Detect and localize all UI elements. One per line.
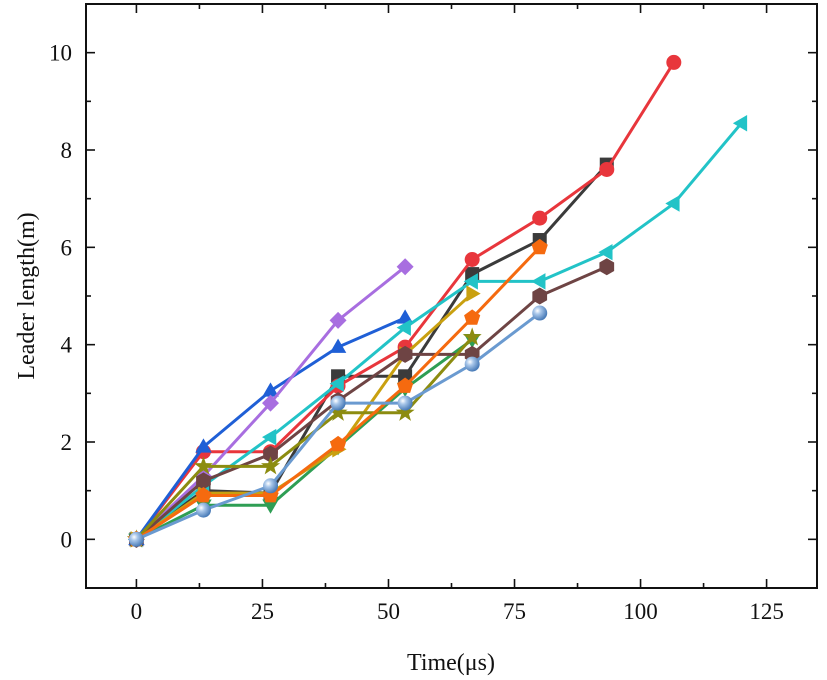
- series-orange-pentagon: [128, 238, 548, 547]
- marker-triangle-left: [463, 273, 478, 290]
- marker-sphere: [195, 502, 211, 518]
- marker-star: [328, 402, 348, 421]
- marker-sphere: [397, 395, 413, 411]
- marker-triangle-left: [262, 428, 277, 446]
- marker-triangle-up: [262, 382, 279, 397]
- marker-triangle-up: [195, 438, 212, 453]
- y-axis-label: Leader length(m): [14, 212, 40, 379]
- marker-pentagon: [329, 435, 347, 452]
- marker-star: [395, 402, 415, 421]
- marker-hexagon: [532, 287, 548, 305]
- marker-hexagon: [599, 258, 615, 276]
- series-line: [135, 265, 608, 541]
- marker-circle: [464, 252, 480, 267]
- marker-triangle-left: [665, 195, 680, 212]
- x-tick-label: 50: [377, 599, 400, 624]
- marker-triangle-left: [396, 319, 411, 336]
- marker-star: [261, 456, 281, 475]
- y-tick-label: 0: [61, 527, 73, 552]
- marker-diamond: [396, 258, 414, 276]
- marker-triangle-left: [598, 243, 613, 261]
- marker-triangle-down: [262, 499, 279, 514]
- marker-sphere: [464, 356, 480, 372]
- marker-hexagon: [397, 345, 413, 363]
- y-tick-label: 4: [61, 333, 73, 358]
- marker-diamond: [329, 311, 347, 329]
- marker-triangle-up: [396, 309, 414, 324]
- x-tick-label: 125: [749, 599, 784, 624]
- axis-ticks: [86, 4, 817, 588]
- series-lightblue-sphere: [128, 305, 548, 547]
- marker-star: [193, 456, 213, 475]
- series-layer: [126, 54, 748, 548]
- x-tick-label: 75: [503, 599, 526, 624]
- y-tick-label: 8: [61, 138, 73, 163]
- x-tick-label: 25: [251, 599, 274, 624]
- marker-sphere: [532, 305, 548, 321]
- series-line: [135, 338, 474, 541]
- series-line: [135, 122, 743, 541]
- marker-hexagon: [263, 445, 278, 463]
- marker-pentagon: [531, 238, 548, 255]
- tick-labels: 0 25 50 75 100 125 0 2 4 6 8 10: [49, 41, 784, 624]
- marker-diamond: [262, 394, 280, 412]
- y-tick-label: 10: [49, 41, 72, 66]
- y-tick-label: 6: [61, 235, 73, 260]
- marker-pentagon: [195, 487, 212, 503]
- marker-pentagon: [397, 377, 414, 393]
- marker-circle: [666, 54, 682, 70]
- marker-sphere: [128, 531, 144, 547]
- series-line: [135, 336, 474, 541]
- x-tick-label: 100: [623, 599, 658, 624]
- marker-triangle-left: [732, 115, 748, 132]
- series-cyan-triangle-left: [127, 115, 748, 548]
- marker-triangle-left: [531, 273, 546, 290]
- marker-triangle-up: [329, 338, 347, 353]
- marker-triangle-right: [466, 285, 481, 302]
- marker-circle: [599, 161, 615, 177]
- y-tick-label: 2: [61, 430, 73, 455]
- marker-star: [462, 327, 482, 346]
- marker-hexagon: [196, 472, 211, 490]
- marker-circle: [532, 210, 548, 226]
- marker-square: [398, 369, 413, 384]
- x-axis-label: Time(μs): [407, 650, 495, 676]
- marker-pentagon: [464, 309, 481, 325]
- x-tick-label: 0: [131, 599, 143, 624]
- series-red-circle: [128, 54, 682, 547]
- marker-sphere: [330, 395, 346, 411]
- marker-sphere: [263, 478, 279, 494]
- marker-triangle-left: [329, 375, 344, 392]
